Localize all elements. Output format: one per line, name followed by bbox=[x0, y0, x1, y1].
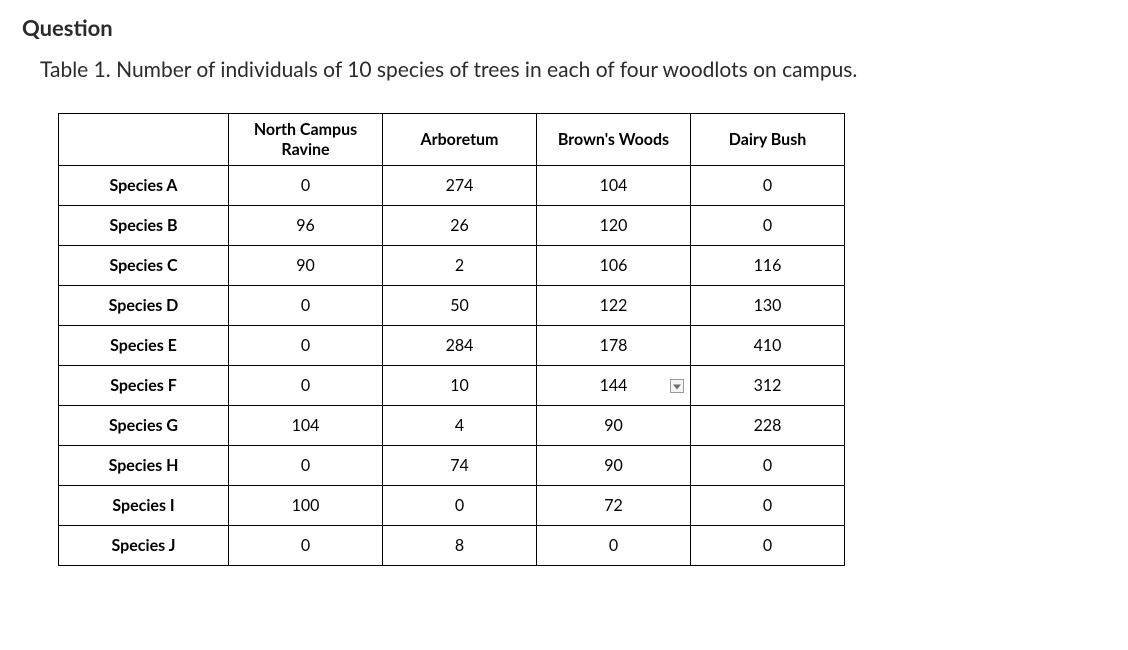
row-label: Species F bbox=[59, 366, 229, 406]
row-label: Species B bbox=[59, 206, 229, 246]
table-caption: Table 1. Number of individuals of 10 spe… bbox=[40, 55, 950, 85]
cell: 50 bbox=[383, 286, 537, 326]
cell: 410 bbox=[691, 326, 845, 366]
cell: 0 bbox=[691, 166, 845, 206]
cell: 104 bbox=[537, 166, 691, 206]
cell: 0 bbox=[229, 326, 383, 366]
cell: 90 bbox=[537, 446, 691, 486]
cell: 72 bbox=[537, 486, 691, 526]
row-label: Species J bbox=[59, 526, 229, 566]
cell: 0 bbox=[691, 446, 845, 486]
cell: 274 bbox=[383, 166, 537, 206]
cell: 90 bbox=[229, 246, 383, 286]
cell: 106 bbox=[537, 246, 691, 286]
cell: 130 bbox=[691, 286, 845, 326]
row-label: Species C bbox=[59, 246, 229, 286]
cell: 0 bbox=[229, 526, 383, 566]
col-header-arboretum: Arboretum bbox=[383, 114, 537, 166]
col-header-dairy-bush: Dairy Bush bbox=[691, 114, 845, 166]
page-root: Question Table 1. Number of individuals … bbox=[0, 0, 1128, 650]
row-label: Species A bbox=[59, 166, 229, 206]
cell-with-dropdown-icon[interactable]: 144 bbox=[537, 366, 691, 406]
cell: 0 bbox=[691, 206, 845, 246]
table-row: Species D 0 50 122 130 bbox=[59, 286, 845, 326]
table-row: Species C 90 2 106 116 bbox=[59, 246, 845, 286]
question-heading: Question bbox=[22, 14, 1106, 41]
species-table: North Campus Ravine Arboretum Brown's Wo… bbox=[58, 113, 845, 566]
row-label: Species H bbox=[59, 446, 229, 486]
cell: 0 bbox=[229, 286, 383, 326]
table-body: Species A 0 274 104 0 Species B 96 26 12… bbox=[59, 166, 845, 566]
row-label: Species D bbox=[59, 286, 229, 326]
cell: 0 bbox=[383, 486, 537, 526]
cell: 10 bbox=[383, 366, 537, 406]
table-row: Species H 0 74 90 0 bbox=[59, 446, 845, 486]
cell: 0 bbox=[229, 166, 383, 206]
table-row: Species F 0 10 144 312 bbox=[59, 366, 845, 406]
table-row: Species A 0 274 104 0 bbox=[59, 166, 845, 206]
cell: 284 bbox=[383, 326, 537, 366]
table-row: Species B 96 26 120 0 bbox=[59, 206, 845, 246]
col-header-north-campus-ravine: North Campus Ravine bbox=[229, 114, 383, 166]
cell: 100 bbox=[229, 486, 383, 526]
table-corner-cell bbox=[59, 114, 229, 166]
cell: 228 bbox=[691, 406, 845, 446]
row-label: Species I bbox=[59, 486, 229, 526]
cell: 0 bbox=[229, 446, 383, 486]
col-header-browns-woods: Brown's Woods bbox=[537, 114, 691, 166]
cell: 122 bbox=[537, 286, 691, 326]
cell: 0 bbox=[691, 526, 845, 566]
row-label: Species E bbox=[59, 326, 229, 366]
cell: 120 bbox=[537, 206, 691, 246]
table-header-row: North Campus Ravine Arboretum Brown's Wo… bbox=[59, 114, 845, 166]
cell: 8 bbox=[383, 526, 537, 566]
cell: 178 bbox=[537, 326, 691, 366]
table-row: Species I 100 0 72 0 bbox=[59, 486, 845, 526]
table-row: Species E 0 284 178 410 bbox=[59, 326, 845, 366]
cell: 0 bbox=[537, 526, 691, 566]
cell: 90 bbox=[537, 406, 691, 446]
cell: 96 bbox=[229, 206, 383, 246]
cell: 74 bbox=[383, 446, 537, 486]
cell: 116 bbox=[691, 246, 845, 286]
cell: 26 bbox=[383, 206, 537, 246]
cell: 2 bbox=[383, 246, 537, 286]
cell: 312 bbox=[691, 366, 845, 406]
cell: 104 bbox=[229, 406, 383, 446]
table-container: North Campus Ravine Arboretum Brown's Wo… bbox=[58, 113, 1106, 566]
row-label: Species G bbox=[59, 406, 229, 446]
cell: 0 bbox=[229, 366, 383, 406]
table-row: Species G 104 4 90 228 bbox=[59, 406, 845, 446]
cell: 0 bbox=[691, 486, 845, 526]
cell: 4 bbox=[383, 406, 537, 446]
table-row: Species J 0 8 0 0 bbox=[59, 526, 845, 566]
